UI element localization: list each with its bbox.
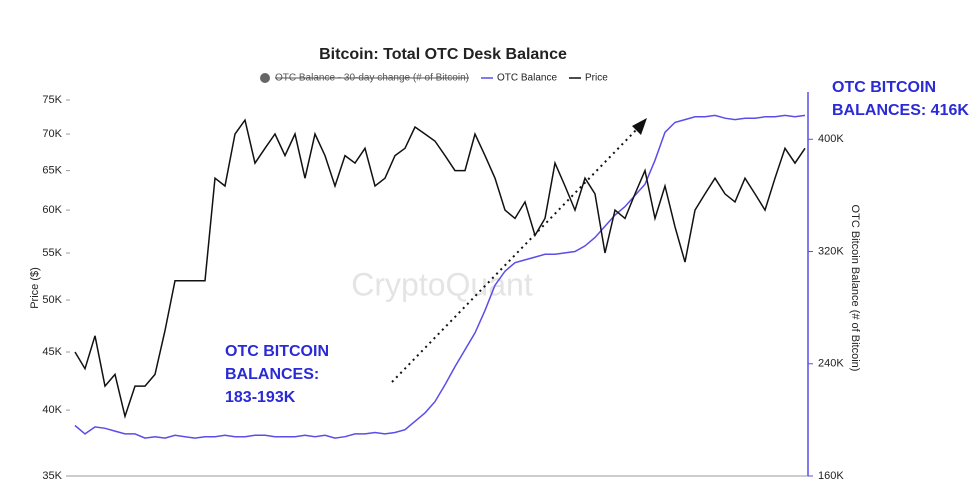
- annotation: OTC BITCOIN: [832, 79, 936, 96]
- y-tick-label: 40K: [42, 404, 62, 416]
- y-tick-label: 50K: [42, 294, 62, 306]
- series-line: [74, 114, 806, 439]
- legend-label: OTC Balance: [497, 73, 557, 84]
- annotation: OTC BITCOIN: [225, 343, 329, 360]
- y-tick-label: 65K: [42, 165, 62, 177]
- y-axis-label: Price ($): [29, 267, 41, 309]
- y-tick-label: 60K: [42, 204, 62, 216]
- y-tick-label: 55K: [42, 247, 62, 259]
- annotation: BALANCES: 416K: [832, 102, 969, 119]
- arrow-head: [632, 118, 647, 135]
- y-tick-label: 35K: [42, 470, 62, 482]
- y2-tick-label: 320K: [818, 245, 844, 257]
- trend-arrow: [391, 127, 639, 383]
- y-tick-label: 45K: [42, 346, 62, 358]
- watermark: CryptoQuant: [351, 266, 533, 302]
- series-line: [74, 118, 806, 420]
- y2-tick-label: 400K: [818, 133, 844, 145]
- legend-label: OTC Balance - 30-day change (# of Bitcoi…: [275, 73, 469, 84]
- annotation: BALANCES:: [225, 366, 319, 383]
- y-tick-label: 75K: [42, 94, 62, 106]
- chart-title: Bitcoin: Total OTC Desk Balance: [319, 46, 567, 63]
- y-tick-label: 70K: [42, 128, 62, 140]
- annotation: 183-193K: [225, 389, 296, 406]
- legend-label: Price: [585, 73, 608, 84]
- y2-axis-label: OTC Bitcoin Balance (# of Bitcoin): [849, 205, 861, 372]
- legend-dot: [260, 73, 270, 83]
- y2-tick-label: 240K: [818, 358, 844, 370]
- y2-tick-label: 160K: [818, 470, 844, 482]
